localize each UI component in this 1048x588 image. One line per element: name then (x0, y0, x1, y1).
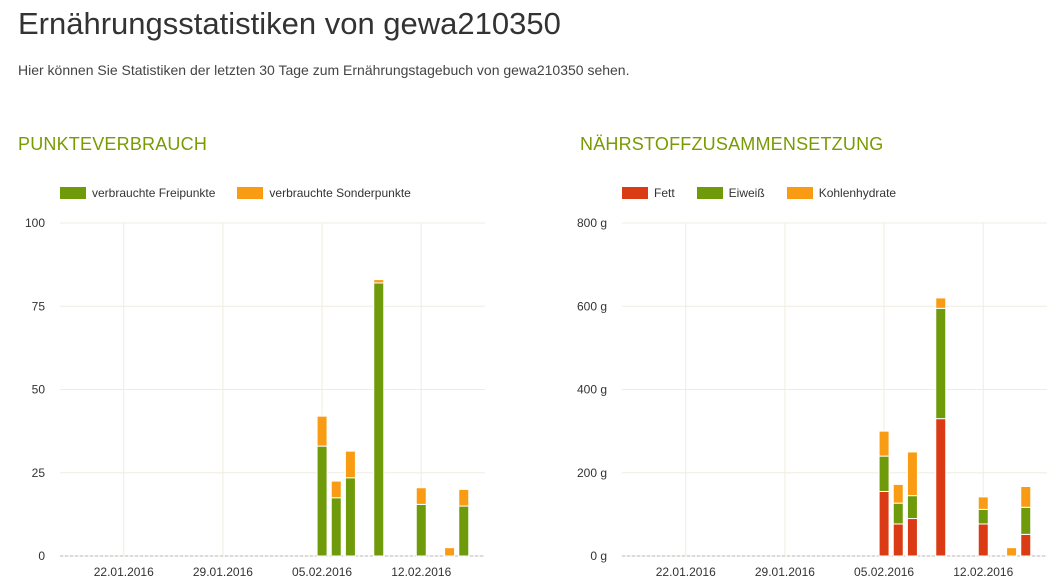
chart-0-ytick-label: 100 (25, 216, 45, 230)
page-title: Ernährungsstatistiken von gewa210350 (18, 6, 561, 41)
legend-label-sonderpunkte: verbrauchte Sonderpunkte (269, 186, 411, 200)
legend-item-freipunkte[interactable]: verbrauchte Freipunkte (60, 186, 215, 200)
chart-1-bar-eiweiß[interactable] (906, 495, 918, 520)
chart-1-bar-eiweiß[interactable] (935, 307, 947, 420)
points-chart-panel: PUNKTEVERBRAUCH verbrauchte Freipunkte v… (0, 130, 500, 585)
legend-swatch-sonderpunkte (237, 187, 264, 199)
chart-0-xtick-label: 12.02.2016 (391, 565, 451, 579)
chart-1-bar-fett[interactable] (1020, 533, 1032, 557)
chart-1-bar-kohlenhydrate[interactable] (878, 430, 890, 457)
chart-1-ytick-label: 600 g (577, 299, 607, 313)
chart-1-bar-fett[interactable] (892, 523, 904, 557)
nutrients-chart-panel: NÄHRSTOFFZUSAMMENSETZUNG Fett Eiweiß Koh… (562, 130, 1048, 585)
chart-0-bar-verbrauchte-sonderpunkte[interactable] (415, 487, 427, 505)
legend-label-fett: Fett (654, 186, 675, 200)
chart-1-xtick-label: 05.02.2016 (854, 565, 914, 579)
chart-0-ytick-label: 75 (32, 299, 46, 313)
chart-0-bar-verbrauchte-freipunkte[interactable] (458, 505, 470, 557)
legend-item-fett[interactable]: Fett (622, 186, 675, 200)
legend-swatch-freipunkte (60, 187, 86, 199)
legend-swatch-kohlenhydrate (786, 187, 813, 199)
chart-1-xtick-label: 12.02.2016 (953, 565, 1013, 579)
chart-0-bar-verbrauchte-freipunkte[interactable] (316, 445, 328, 557)
chart-1-bar-kohlenhydrate[interactable] (935, 297, 947, 309)
chart-0-xtick-label: 29.01.2016 (193, 565, 253, 579)
chart-1-bar-eiweiß[interactable] (1020, 506, 1032, 535)
chart-1-bar-kohlenhydrate[interactable] (892, 483, 904, 504)
chart-0-bar-verbrauchte-sonderpunkte[interactable] (373, 279, 385, 284)
chart-1-bar-eiweiß[interactable] (977, 508, 989, 525)
chart-0-bar-verbrauchte-freipunkte[interactable] (415, 503, 427, 557)
legend-item-eiweiss[interactable]: Eiweiß (696, 186, 765, 200)
points-chart-legend: verbrauchte Freipunkte verbrauchte Sonde… (60, 186, 411, 200)
chart-0-xtick-label: 22.01.2016 (94, 565, 154, 579)
chart-0-bar-verbrauchte-sonderpunkte[interactable] (344, 450, 356, 479)
legend-swatch-eiweiss (696, 187, 723, 199)
chart-1-ytick-label: 400 g (577, 383, 607, 397)
chart-1-bar-eiweiß[interactable] (878, 455, 890, 492)
legend-swatch-fett (622, 187, 648, 199)
chart-1-xtick-label: 22.01.2016 (656, 565, 716, 579)
chart-0-ytick-label: 25 (32, 466, 46, 480)
nutrients-chart-legend: Fett Eiweiß Kohlenhydrate (622, 186, 896, 200)
chart-1-bar-kohlenhydrate[interactable] (977, 496, 989, 510)
chart-1-ytick-label: 800 g (577, 216, 607, 230)
nutrients-chart-plot: 0 g 200 g 400 g 600 g 800 g 22.01.2016 29.01.2… (577, 216, 1047, 579)
chart-0-bar-verbrauchte-freipunkte[interactable] (344, 477, 356, 557)
chart-1-ytick-label: 0 g (590, 549, 607, 563)
chart-0-bar-verbrauchte-freipunkte[interactable] (373, 282, 385, 557)
chart-1-bar-kohlenhydrate[interactable] (1006, 547, 1018, 557)
chart-1-bar-fett[interactable] (906, 518, 918, 557)
chart-1-bar-fett[interactable] (977, 523, 989, 557)
legend-item-kohlenhydrate[interactable]: Kohlenhydrate (786, 186, 897, 200)
legend-label-freipunkte: verbrauchte Freipunkte (92, 186, 216, 200)
page-intro: Hier können Sie Statistiken der letzten … (18, 62, 630, 78)
chart-1-bar-kohlenhydrate[interactable] (906, 451, 918, 497)
chart-1-bar-kohlenhydrate[interactable] (1020, 485, 1032, 508)
legend-label-kohlenhydrate: Kohlenhydrate (818, 186, 897, 200)
chart-0-ytick-label: 0 (38, 549, 45, 563)
chart-1-xtick-label: 29.01.2016 (755, 565, 815, 579)
chart-0-bar-verbrauchte-sonderpunkte[interactable] (330, 480, 342, 499)
points-chart-plot: 0 25 50 75 100 22.01.2016 29.01.2016 05.02.2016… (25, 216, 485, 579)
chart-1-ytick-label: 200 g (577, 466, 607, 480)
chart-1-bar-fett[interactable] (935, 418, 947, 557)
chart-0-xtick-label: 05.02.2016 (292, 565, 352, 579)
legend-label-eiweiss: Eiweiß (728, 186, 765, 200)
nutrients-chart-title: NÄHRSTOFFZUSAMMENSETZUNG (580, 134, 884, 154)
chart-1-bar-eiweiß[interactable] (892, 502, 904, 525)
chart-1-bar-fett[interactable] (878, 490, 890, 557)
chart-0-ytick-label: 50 (32, 383, 46, 397)
chart-0-bar-verbrauchte-sonderpunkte[interactable] (316, 415, 328, 447)
points-chart-title: PUNKTEVERBRAUCH (18, 134, 208, 154)
chart-0-bar-verbrauchte-sonderpunkte[interactable] (458, 488, 470, 507)
chart-0-bar-verbrauchte-sonderpunkte[interactable] (444, 547, 456, 557)
chart-0-bar-verbrauchte-freipunkte[interactable] (330, 497, 342, 557)
legend-item-sonderpunkte[interactable]: verbrauchte Sonderpunkte (237, 186, 411, 200)
